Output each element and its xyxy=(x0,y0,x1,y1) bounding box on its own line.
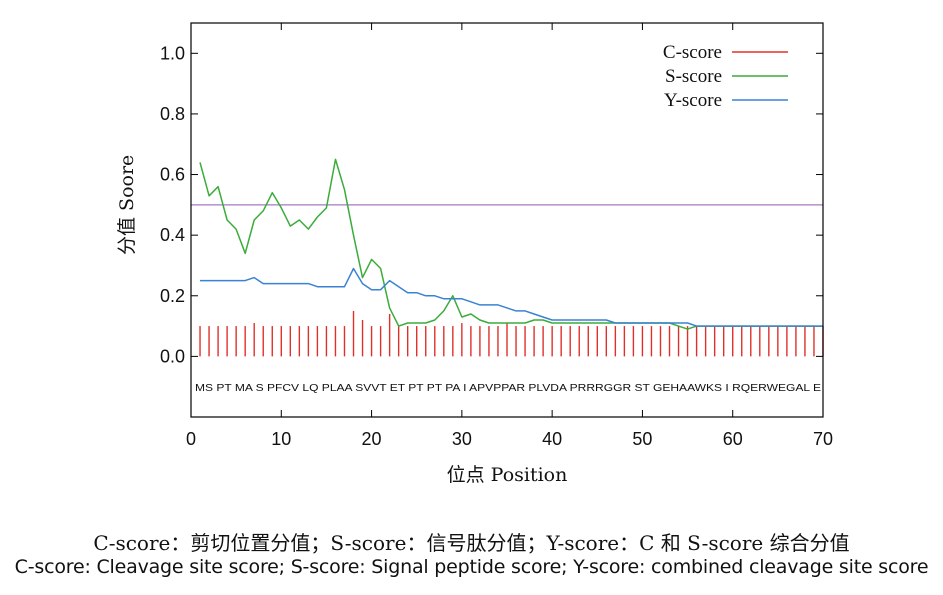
y-tick-label: 1.0 xyxy=(160,43,185,63)
y-tick-label: 0.2 xyxy=(160,286,185,306)
x-tick-label: 10 xyxy=(271,429,291,449)
x-tick-label: 50 xyxy=(632,429,652,449)
plot-frame xyxy=(190,22,824,418)
x-tick-label: 40 xyxy=(542,429,562,449)
sequence-track: MS PT MA S PFCV LQ PLAA SVVT ET PT PT PA… xyxy=(195,383,821,394)
legend-label-s-score: S-score xyxy=(665,66,722,87)
y-tick-label: 0.4 xyxy=(160,225,185,245)
legend-label-c-score: C-score xyxy=(663,42,722,63)
caption-english: C-score: Cleavage site score; S-score: S… xyxy=(14,556,929,578)
x-tick-label: 30 xyxy=(452,429,472,449)
caption-chinese: C-score：剪切位置分值；S-score：信号肽分值；Y-score：C 和… xyxy=(93,531,850,555)
x-tick-label: 60 xyxy=(723,429,743,449)
s-score-line xyxy=(199,158,823,330)
sequence-label: MS PT MA S PFCV LQ PLAA SVVT ET PT PT PA… xyxy=(195,383,821,394)
x-tick-label: 0 xyxy=(186,429,196,449)
signalp-chart: MS PT MA S PFCV LQ PLAA SVVT ET PT PT PA… xyxy=(116,22,833,486)
y-tick-label: 0.6 xyxy=(160,165,185,185)
x-tick-label: 20 xyxy=(362,429,382,449)
y-axis-title: 分值 Soore xyxy=(116,155,138,255)
x-axis-title: 位点 Position xyxy=(447,464,568,486)
y-score-line xyxy=(200,267,823,327)
plot-area xyxy=(191,158,824,357)
y-tick-label: 0.8 xyxy=(160,104,185,124)
legend-label-y-score: Y-score xyxy=(664,90,722,111)
axes: 0.0 0.2 0.4 0.6 0.8 1.0 0 10 20 30 40 50 60 70 xyxy=(160,22,833,449)
x-tick-label: 70 xyxy=(813,429,833,449)
legend: C-score S-score Y-score xyxy=(663,42,788,111)
y-tick-label: 0.0 xyxy=(160,346,185,366)
